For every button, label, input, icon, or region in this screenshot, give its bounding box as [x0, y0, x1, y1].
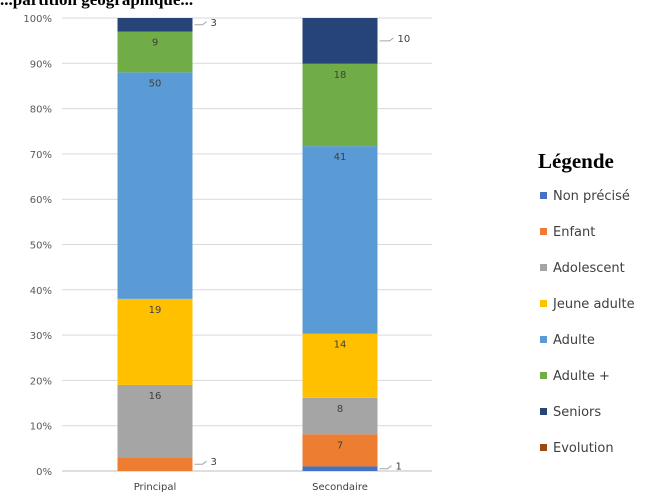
bar-segment	[302, 466, 378, 471]
legend-swatch	[540, 264, 547, 271]
leader-line	[379, 465, 392, 470]
y-tick-label: 40%	[30, 286, 52, 297]
y-tick-label: 30%	[30, 331, 52, 342]
data-label: 19	[149, 305, 162, 316]
bar-segment	[117, 72, 193, 299]
y-axis-ticks: 0% 10% 20% 30% 40% 50% 60% 70% 80% 90% 100%	[23, 14, 52, 478]
y-tick-label: 10%	[30, 422, 52, 433]
legend-item-label: Adulte +	[553, 369, 610, 384]
y-tick-label: 60%	[30, 195, 52, 206]
data-label: 1	[396, 462, 402, 473]
data-label: 3	[211, 457, 217, 468]
legend: Légende Non précisé Enfant Adolescent Jeune…	[538, 149, 635, 456]
leader-line	[194, 460, 207, 465]
legend-item-label: Non précisé	[553, 189, 630, 204]
legend-item-label: Adolescent	[553, 261, 625, 276]
legend-swatch	[540, 372, 547, 379]
bar-segment	[117, 457, 193, 471]
data-label: 3	[211, 18, 217, 29]
legend-swatch	[540, 300, 547, 307]
bar-segment	[302, 397, 378, 435]
bar-segment	[302, 18, 378, 64]
data-label: 8	[337, 404, 343, 415]
bar-segment	[117, 298, 193, 385]
legend-item-label: Adulte	[553, 333, 595, 348]
data-label: 18	[334, 70, 347, 81]
y-tick-label: 70%	[30, 150, 52, 161]
legend-item-label: Enfant	[553, 225, 595, 240]
legend-item-label: Seniors	[553, 405, 601, 420]
chart-title: ...partition géographique...	[0, 0, 193, 9]
legend-item-label: Evolution	[553, 441, 614, 456]
bar-segment	[117, 31, 193, 73]
x-category-label: Principal	[134, 482, 177, 493]
data-label: 14	[334, 340, 347, 351]
data-label: 10	[398, 34, 411, 45]
legend-swatch	[540, 408, 547, 415]
bar-segment	[302, 146, 378, 334]
leader-line	[194, 21, 207, 26]
legend-title: Légende	[538, 149, 614, 173]
bars: 3 16 19 50 9 3 1 7 8 14 41 18 10	[117, 18, 411, 473]
bar-segment	[117, 384, 193, 458]
data-label: 9	[152, 38, 158, 49]
y-tick-label: 50%	[30, 241, 52, 252]
x-axis-categories: Principal Secondaire	[134, 482, 368, 493]
y-tick-label: 0%	[36, 467, 52, 478]
data-label: 41	[334, 152, 347, 163]
y-tick-label: 80%	[30, 105, 52, 116]
legend-swatch	[540, 444, 547, 451]
data-label: 7	[337, 440, 343, 451]
legend-swatch	[540, 228, 547, 235]
bar-segment	[302, 63, 378, 147]
legend-swatch	[540, 336, 547, 343]
legend-swatch	[540, 192, 547, 199]
bar-segment	[302, 434, 378, 467]
x-category-label: Secondaire	[312, 482, 368, 493]
y-tick-label: 20%	[30, 376, 52, 387]
y-tick-label: 90%	[30, 59, 52, 70]
bar-segment	[117, 18, 193, 32]
y-tick-label: 100%	[23, 14, 52, 25]
data-label: 16	[149, 391, 162, 402]
bar-segment	[302, 333, 378, 398]
leader-line	[379, 37, 394, 42]
data-label: 50	[149, 78, 162, 89]
legend-item-label: Jeune adulte	[552, 297, 635, 312]
